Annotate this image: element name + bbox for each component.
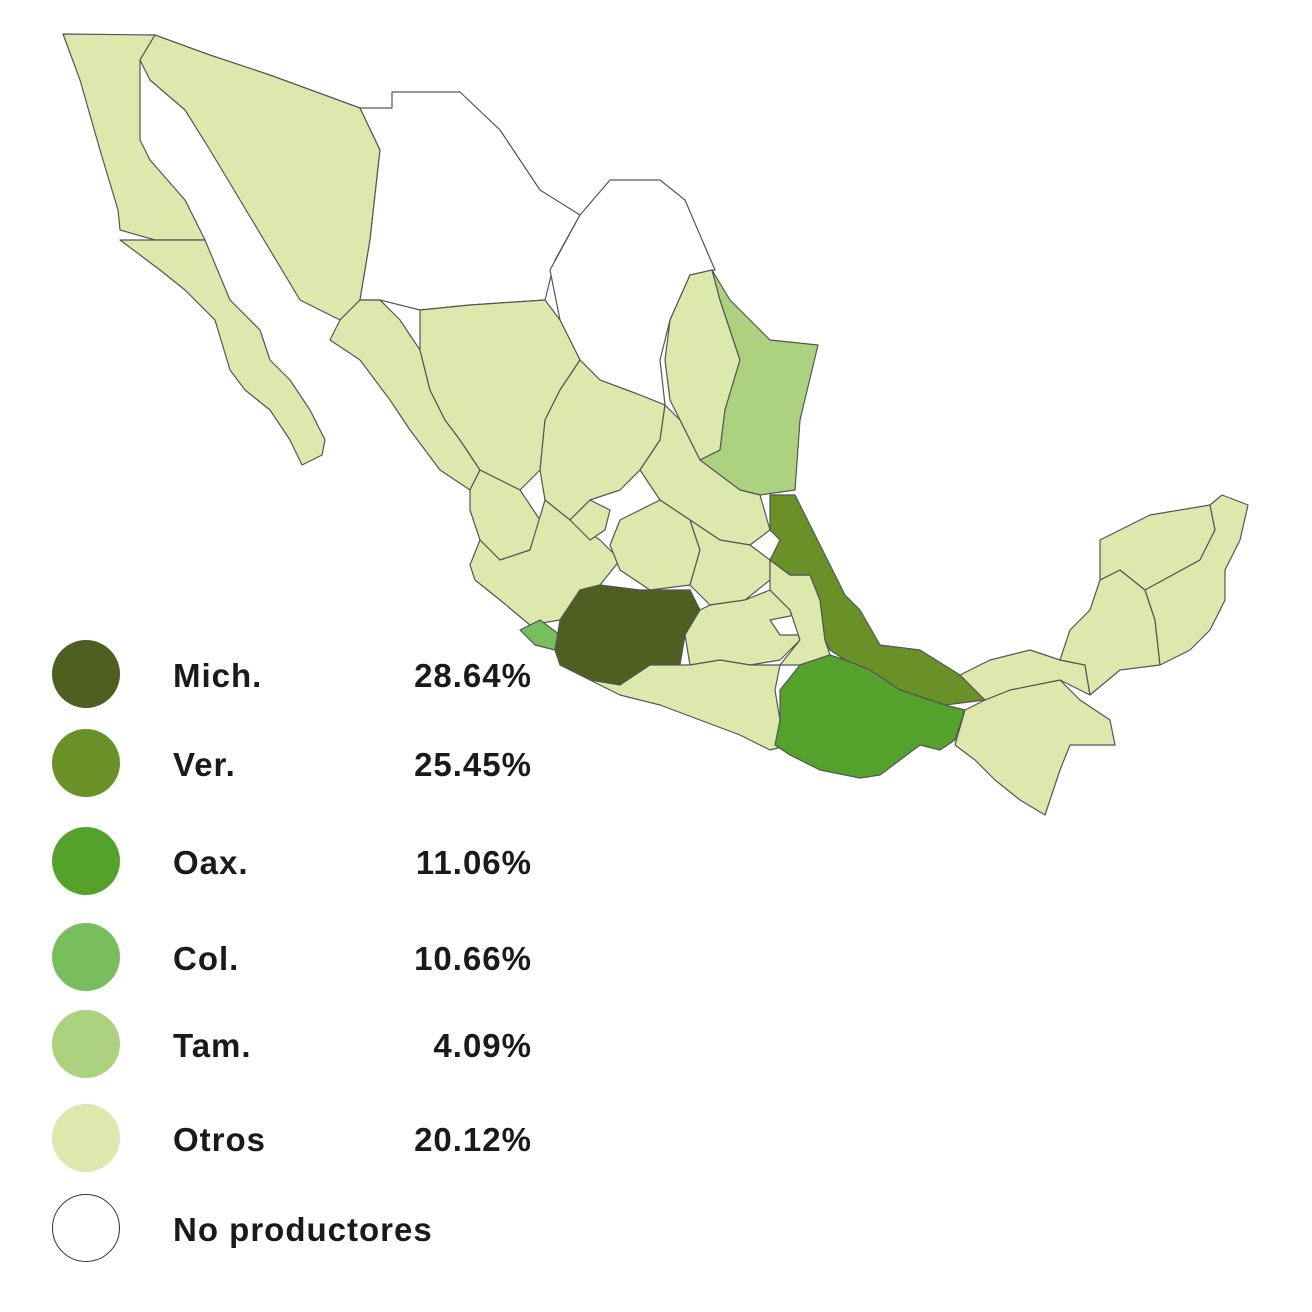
- region-chihuahua: [359, 91, 581, 311]
- region-guerrero: [589, 659, 791, 751]
- region-colima: [519, 619, 561, 651]
- region-oaxaca: [774, 654, 966, 779]
- region-aguascalientes: [569, 499, 611, 541]
- region-sonora: [139, 34, 381, 321]
- region-baja-california-sur: [119, 239, 326, 466]
- region-quintana-roo: [1144, 494, 1249, 666]
- region-zacatecas: [539, 359, 666, 521]
- region-michoacan: [554, 584, 701, 686]
- region-estado-de-mexico: [684, 589, 801, 666]
- region-queretaro-hidalgo: [689, 519, 771, 606]
